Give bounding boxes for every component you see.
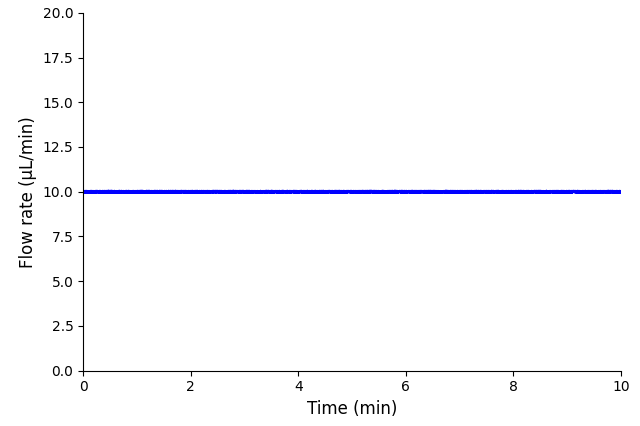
- Y-axis label: Flow rate (μL/min): Flow rate (μL/min): [19, 116, 37, 268]
- X-axis label: Time (min): Time (min): [307, 400, 397, 418]
